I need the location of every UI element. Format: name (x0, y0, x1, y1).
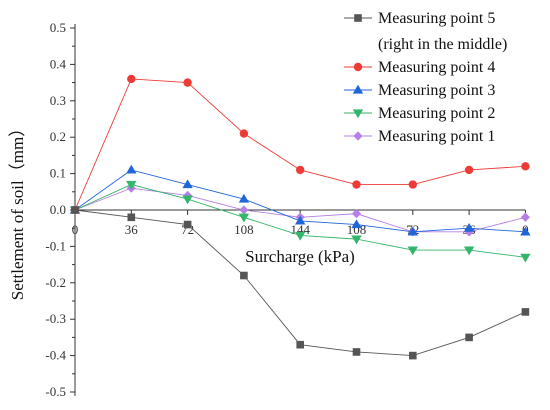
data-point (352, 180, 361, 189)
legend-label-line2: (right in the middle) (378, 36, 507, 53)
legend-item-1: Measuring point 5 (right in the middle) (344, 10, 507, 53)
y-tick-label: 0.1 (50, 166, 66, 181)
y-tick-label: -0.1 (45, 238, 66, 253)
data-point (521, 162, 530, 171)
data-point (182, 195, 193, 205)
x-tick-label: 108 (234, 222, 254, 237)
legend-item-5: Measuring point 1 (344, 128, 495, 145)
data-point (351, 209, 362, 219)
legend-marker (352, 109, 364, 119)
data-point (463, 246, 475, 256)
data-point (295, 231, 306, 241)
y-tick-label: 0.5 (50, 20, 66, 35)
legend-label: Measuring point 3 (378, 82, 495, 99)
x-axis-title: Surcharge (kPa) (245, 247, 355, 266)
data-point (520, 253, 531, 263)
y-tick-label: -0.4 (45, 348, 66, 363)
data-point (464, 165, 474, 175)
data-point (71, 206, 79, 214)
data-point (408, 180, 417, 189)
y-axis-title: Settlement of soil（mm） (8, 120, 27, 300)
data-point (182, 179, 193, 189)
data-point (520, 226, 531, 236)
legend: Measuring point 5(right in the middle)Me… (344, 10, 507, 145)
legend-item-3: Measuring point 3 (344, 82, 495, 99)
legend-marker (352, 84, 364, 94)
data-point (183, 220, 192, 229)
data-point (127, 213, 136, 222)
y-tick-label: 0.0 (50, 202, 66, 217)
data-point (409, 351, 417, 360)
data-point (295, 215, 306, 225)
y-tick-label: 0.2 (50, 129, 66, 144)
data-point (238, 193, 250, 203)
x-tick-label: 0 (72, 222, 79, 237)
legend-marker (353, 131, 363, 141)
x-tick-label: 36 (125, 222, 139, 237)
data-point (127, 74, 136, 84)
legend-label: Measuring point 5 (378, 10, 495, 27)
data-point (240, 271, 248, 280)
legend-marker (353, 62, 363, 72)
legend-item-2: Measuring point 4 (344, 59, 495, 76)
y-tick-label: 0.4 (50, 56, 67, 71)
y-tick-label: -0.5 (45, 384, 66, 399)
data-point (465, 333, 473, 342)
data-point (239, 205, 249, 215)
y-tick-label: 0.3 (50, 93, 66, 108)
data-point (351, 235, 362, 245)
data-point (407, 226, 418, 236)
legend-marker (354, 14, 362, 22)
legend-label: Measuring point 2 (378, 105, 495, 122)
data-point (126, 180, 137, 190)
series-4 (69, 180, 531, 263)
data-point (296, 165, 305, 175)
x-tick-label: 108 (347, 222, 367, 237)
series-plot-area (69, 74, 531, 360)
data-point (407, 246, 418, 256)
data-point (351, 219, 362, 229)
data-point (296, 340, 304, 349)
y-tick-label: -0.2 (45, 275, 66, 290)
legend-item-4: Measuring point 2 (344, 105, 495, 122)
series-1 (71, 206, 530, 360)
x-tick-label: 144 (290, 222, 310, 237)
data-point (521, 308, 530, 316)
y-tick-label: -0.3 (45, 311, 66, 326)
data-point (463, 223, 475, 232)
data-point (183, 78, 192, 87)
data-point (464, 227, 474, 237)
axes: 0.5 0.4 0.3 0.2 0.1 0.0 -0.1 -0.2 -0.3 -0.4 -0.5 0 3… (45, 20, 528, 399)
data-point (238, 213, 250, 223)
data-point (520, 212, 530, 222)
legend-label: Measuring point 4 (378, 59, 495, 76)
data-point (239, 129, 249, 138)
legend-label: Measuring point 1 (378, 128, 495, 145)
data-point (352, 348, 361, 356)
data-point (126, 164, 137, 174)
